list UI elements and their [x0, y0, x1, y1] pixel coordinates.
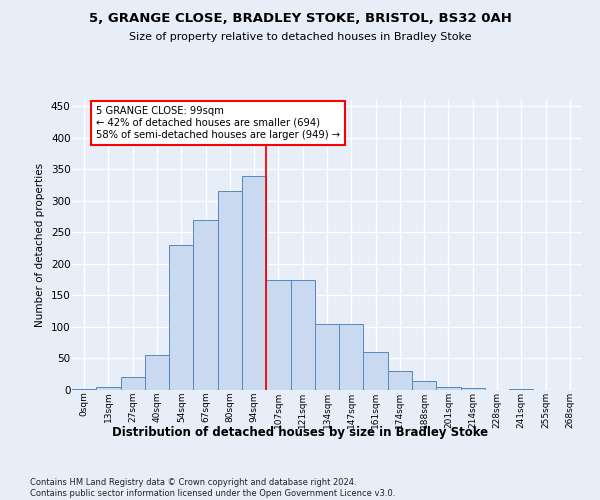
- Bar: [388, 371, 412, 390]
- Bar: [96, 387, 121, 390]
- Bar: [193, 220, 218, 390]
- Text: 5, GRANGE CLOSE, BRADLEY STOKE, BRISTOL, BS32 0AH: 5, GRANGE CLOSE, BRADLEY STOKE, BRISTOL,…: [89, 12, 511, 26]
- Bar: [121, 378, 145, 390]
- Bar: [412, 380, 436, 390]
- Bar: [242, 176, 266, 390]
- Text: Contains HM Land Registry data © Crown copyright and database right 2024.
Contai: Contains HM Land Registry data © Crown c…: [30, 478, 395, 498]
- Bar: [339, 324, 364, 390]
- Bar: [169, 245, 193, 390]
- Bar: [364, 352, 388, 390]
- Bar: [315, 324, 339, 390]
- Bar: [145, 356, 169, 390]
- Bar: [290, 280, 315, 390]
- Text: Size of property relative to detached houses in Bradley Stoke: Size of property relative to detached ho…: [129, 32, 471, 42]
- Text: Distribution of detached houses by size in Bradley Stoke: Distribution of detached houses by size …: [112, 426, 488, 439]
- Bar: [436, 387, 461, 390]
- Bar: [461, 388, 485, 390]
- Text: 5 GRANGE CLOSE: 99sqm
← 42% of detached houses are smaller (694)
58% of semi-det: 5 GRANGE CLOSE: 99sqm ← 42% of detached …: [96, 106, 340, 140]
- Bar: [266, 280, 290, 390]
- Bar: [218, 192, 242, 390]
- Y-axis label: Number of detached properties: Number of detached properties: [35, 163, 46, 327]
